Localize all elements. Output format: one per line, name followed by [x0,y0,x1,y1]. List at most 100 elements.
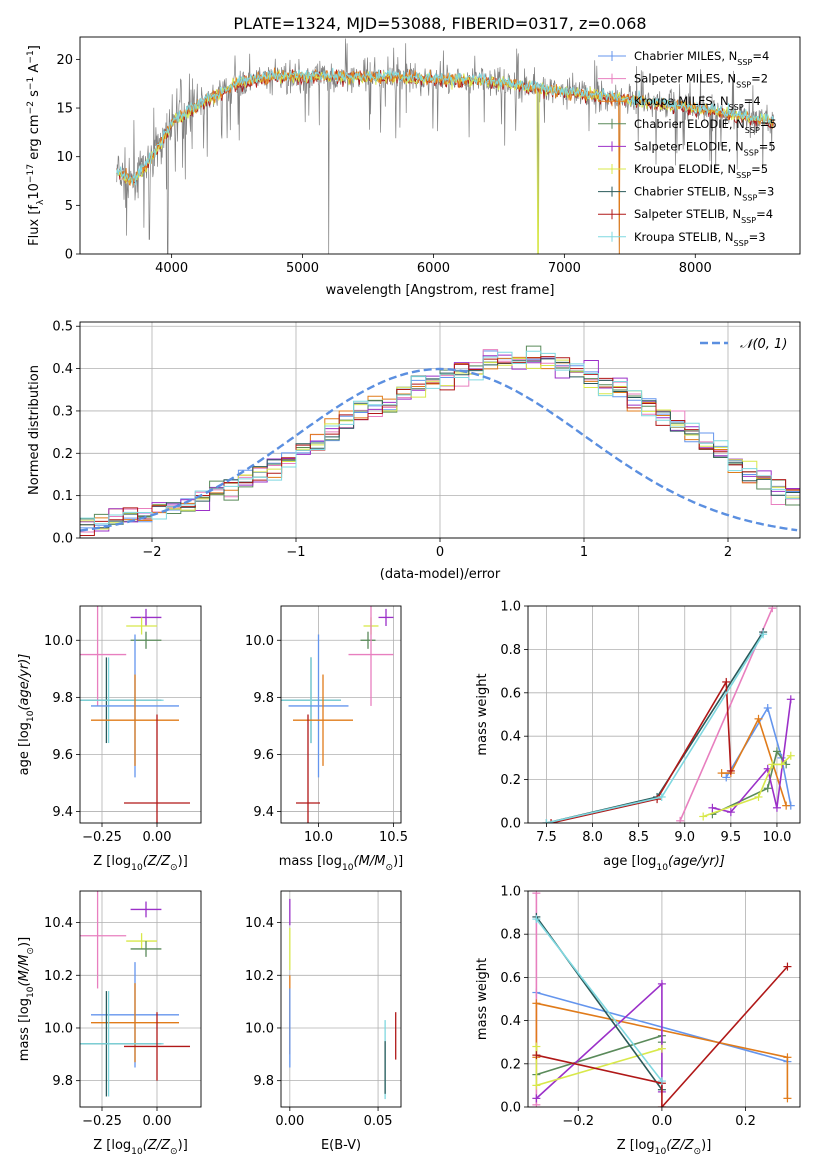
axes-frame [79,605,202,824]
y-axis-label: Normed distribution [27,365,42,495]
x-axis-label: Z [log10(Z/Z⊙)] [617,1138,712,1157]
y-tick-label: 10.0 [44,1021,73,1036]
residual-hists [80,345,800,536]
x-tick-label: 0.2 [735,1114,756,1129]
legend-entry: Kroupa ELODIE, NSSP=5 [634,162,768,180]
spectrum-model-line [116,67,774,254]
x-tick-label: 9.5 [721,830,742,845]
gaussian-curve [80,367,798,532]
y-tick-label: 15 [56,102,73,117]
x-tick-label: −0.25 [82,1114,122,1129]
y-tick-label: 0.3 [52,404,73,419]
legend-entry: Salpeter ELODIE, NSSP=5 [634,139,776,157]
y-tick-label: 0.4 [52,362,73,377]
error-bars [80,891,190,1097]
x-axis-label: wavelength [Angstrom, rest frame] [326,283,555,298]
y-tick-label: 9.4 [253,805,274,820]
weight-line [550,679,732,823]
axes-frame [280,605,402,824]
y-tick-label: 9.8 [253,691,274,706]
x-axis-label: Z [log10(Z/Z⊙)] [93,1138,188,1157]
x-tick-label: 0.00 [143,830,172,845]
y-tick-label: 1.0 [500,885,521,900]
x-tick-label: 10.0 [304,830,333,845]
legend-entry: Salpeter STELIB, NSSP=4 [634,207,773,225]
y-tick-label: 0.0 [52,532,73,547]
y-tick-label: 10 [56,150,73,165]
weight-line [535,918,663,1082]
error-bars [281,606,394,823]
y-tick-label: 0.0 [500,817,521,832]
axes-frame [79,321,801,539]
x-tick-label: −1 [286,545,305,560]
x-axis-label: mass [log10(M/M⊙)] [279,854,403,873]
x-tick-label: 8000 [679,261,712,276]
y-tick-label: 0.2 [500,773,521,788]
x-tick-label: 5000 [286,261,319,276]
y-tick-label: 0.8 [500,928,521,943]
x-tick-label: −0.25 [82,830,122,845]
x-axis-label: E(B-V) [321,1138,361,1153]
axes-frame [79,890,202,1108]
x-tick-label: 7.5 [536,830,557,845]
y-tick-label: 10.0 [44,634,73,649]
x-tick-label: 0.00 [143,1114,172,1129]
y-tick-label: 0.6 [500,686,521,701]
mass_vs_Z-panel: −0.25 0.00 9.8 10.0 10.2 10.4 Z [log10(Z/Z⊙)] m… [17,890,202,1157]
weight-line [712,749,787,816]
axes-frame [527,605,801,824]
y-tick-label: 0.5 [52,320,73,335]
weight-line [536,966,788,1107]
x-tick-label: 6000 [417,261,450,276]
y-tick-label: 0.0 [500,1101,521,1116]
y-tick-label: 9.8 [52,1074,73,1089]
y-tick-label: 0 [65,248,73,263]
y-tick-label: 10.2 [44,969,73,984]
x-tick-label: 0.00 [275,1114,304,1129]
histogram-series [80,350,800,529]
y-tick-label: 10.0 [245,634,274,649]
y-tick-label: 9.6 [52,748,73,763]
axes-frame [527,890,801,1108]
x-tick-label: 7000 [548,261,581,276]
age_vs_Z-panel: −0.25 0.00 9.4 9.6 9.8 10.0 Z [log10(Z/Z⊙)] age… [17,605,202,873]
error-bars [289,898,397,1100]
weight-series [532,891,792,1107]
histogram-series [80,356,800,526]
y-tick-label: 20 [56,53,73,68]
weight_vs_Z-panel: −0.2 0.0 0.2 0.0 0.2 0.4 0.6 0.8 1.0 Z [log10(Z/Z… [475,885,801,1157]
y-tick-label: 0.2 [52,447,73,462]
x-axis-label: (data-model)/error [380,567,501,582]
spectrum-model-line [116,67,774,186]
y-axis-label: age [log10(age/yr)] [17,654,36,776]
y-tick-label: 0.4 [500,730,521,745]
histogram-series [80,350,800,525]
y-tick-label: 1.0 [500,600,521,615]
x-axis-label: age [log10(age/yr)] [603,854,725,873]
residual-panel: −2 −1 0 1 2 0.0 0.1 0.2 0.3 0.4 0.5 𝒩(0, 1) (data-mo… [27,320,801,582]
x-tick-label: 2 [724,545,732,560]
y-tick-label: 9.8 [253,1074,274,1089]
legend-entry: Kroupa MILES, NSSP=4 [634,94,761,112]
y-tick-label: 10.4 [245,916,274,931]
y-tick-label: 10.4 [44,916,73,931]
legend-entry: Chabrier MILES, NSSP=4 [634,49,769,67]
x-tick-label: 8.5 [628,830,649,845]
x-tick-label: 10.5 [379,830,408,845]
x-tick-label: 0.0 [652,1114,673,1129]
spectrum-legend: Chabrier MILES, NSSP=4 Salpeter MILES, NS… [598,49,777,247]
x-tick-label: 8.0 [582,830,603,845]
x-tick-label: −2 [142,545,161,560]
error-bars [80,606,190,823]
y-tick-label: 5 [65,199,73,214]
x-tick-label: 1 [580,545,588,560]
legend-entry: Chabrier ELODIE, NSSP=5 [634,117,777,135]
y-tick-label: 9.8 [52,691,73,706]
y-axis-label: mass weight [475,673,490,755]
y-tick-label: 9.4 [52,805,73,820]
x-tick-label: 10.0 [762,830,791,845]
legend-entry: Chabrier STELIB, NSSP=3 [634,185,774,203]
y-tick-label: 10.0 [245,1021,274,1036]
weight-series [542,606,795,823]
